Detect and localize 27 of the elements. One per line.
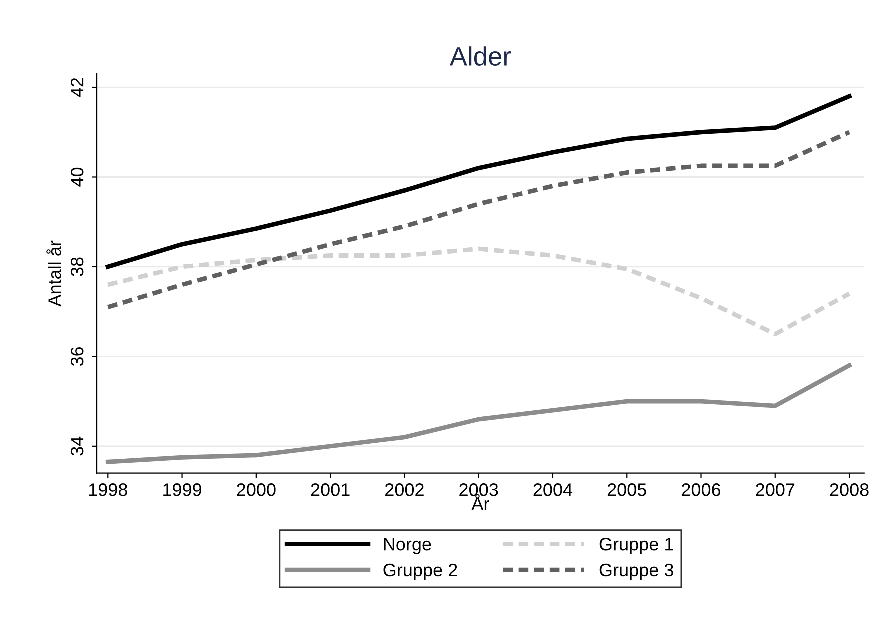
y-tick-label: 36 <box>70 347 84 366</box>
x-tick-label: 1999 <box>164 484 202 496</box>
line-series <box>106 94 852 270</box>
y-tick-label: 34 <box>70 436 84 456</box>
x-tick-label: 2000 <box>237 484 276 496</box>
x-tick-label: 2006 <box>682 484 721 496</box>
line-series <box>106 130 852 310</box>
y-tick-label: 40 <box>70 168 84 187</box>
x-tick-label: 2003 <box>460 484 498 496</box>
x-tick-label: 2002 <box>386 484 424 496</box>
legend-label: Gruppe 3 <box>600 564 674 580</box>
x-tick-label: 2004 <box>534 484 573 496</box>
x-tick-label: 1998 <box>89 484 128 496</box>
legend-label: Norge <box>384 538 432 554</box>
line-series <box>106 363 852 464</box>
legend-label: Gruppe 1 <box>600 538 674 554</box>
chart-title: Alder <box>450 46 512 66</box>
legend-label: Gruppe 2 <box>384 564 458 580</box>
y-tick-label: 38 <box>70 258 84 276</box>
x-tick-label: 2005 <box>608 484 646 496</box>
x-tick-label: 2007 <box>756 484 795 496</box>
y-axis-title: Antall år <box>46 240 62 307</box>
x-tick-label: 2008 <box>830 484 869 496</box>
line-series <box>106 246 852 336</box>
x-axis-title: År <box>472 494 490 510</box>
x-tick-label: 2001 <box>311 484 350 496</box>
y-tick-label: 42 <box>70 78 84 98</box>
